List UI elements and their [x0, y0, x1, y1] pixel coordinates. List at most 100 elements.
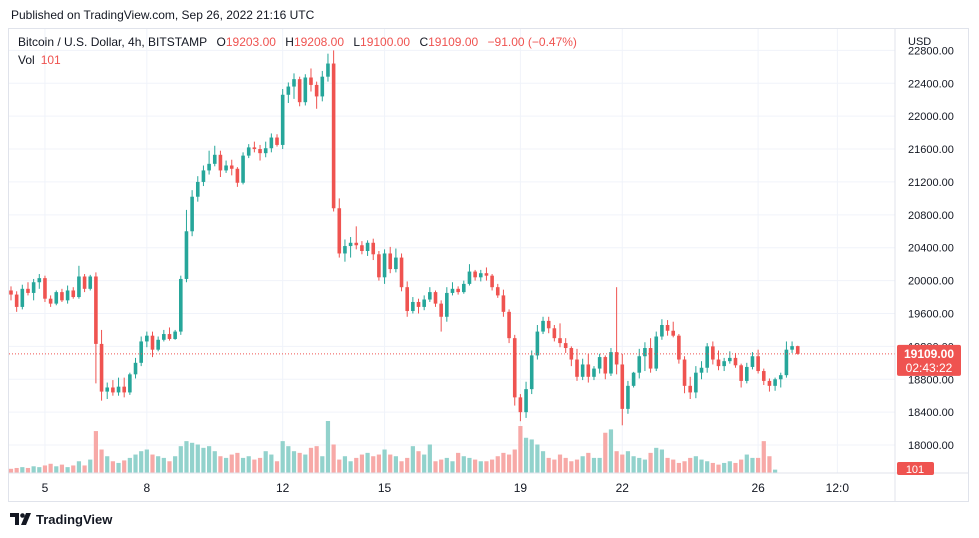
candle-body: [235, 168, 240, 183]
candle-body: [580, 364, 585, 377]
volume-bar: [523, 437, 529, 473]
volume-bar: [223, 457, 229, 473]
candle-body: [597, 357, 602, 369]
candle-body: [269, 137, 274, 149]
candle-body: [733, 357, 738, 366]
candle-body: [620, 364, 625, 409]
candle-body: [462, 283, 466, 293]
candle-body: [190, 196, 194, 232]
open-label: O: [216, 35, 226, 49]
volume-bar: [603, 432, 608, 473]
volume-bar: [490, 459, 495, 473]
candle-body: [224, 165, 228, 171]
volume-bar: [456, 452, 461, 473]
candle-body: [484, 273, 489, 276]
candle-body: [212, 154, 217, 164]
vol-value: 101: [40, 53, 61, 67]
candle-body: [133, 362, 138, 375]
brand-name: TradingView: [36, 512, 113, 527]
published-note: Published on TradingView.com, Sep 26, 20…: [11, 8, 315, 22]
volume-bar: [591, 457, 597, 473]
volume-bar: [388, 454, 393, 473]
candle-body: [439, 303, 443, 317]
candle-body: [139, 341, 143, 363]
price-tick-label: 22000.00: [908, 111, 954, 123]
volume-bar: [614, 451, 619, 473]
volume-bar: [676, 462, 681, 473]
candle-body: [48, 298, 53, 304]
volume-bar: [535, 444, 540, 473]
candle-body: [167, 334, 172, 339]
volume-bar: [337, 459, 342, 473]
candle-body: [9, 290, 13, 295]
candle-body: [207, 163, 211, 171]
volume-bar: [65, 467, 70, 473]
candle-body: [173, 331, 177, 339]
candle-body: [790, 346, 794, 350]
volume-bar: [761, 441, 766, 473]
volume-bar: [359, 454, 365, 473]
candle-body: [682, 359, 687, 386]
candle-body: [122, 386, 126, 393]
tradingview-logo-icon: [10, 512, 31, 525]
candle-body: [275, 137, 279, 145]
volume-bar: [552, 459, 557, 473]
volume-bar: [31, 466, 36, 473]
candle-body: [603, 357, 608, 374]
candle-body: [705, 346, 709, 368]
volume-bar: [642, 459, 648, 473]
volume-bar: [229, 454, 234, 473]
volume-bar: [133, 454, 138, 473]
volume-bar: [733, 462, 738, 473]
price-axis: 18000.0018400.0018800.0019200.0019600.00…: [894, 29, 954, 502]
volume-bar: [512, 449, 517, 473]
volume-bar: [750, 457, 755, 473]
candle-body: [586, 364, 591, 377]
volume-bar: [580, 456, 585, 473]
volume-bar: [93, 431, 98, 473]
candle-body: [65, 290, 70, 301]
volume-bar: [14, 467, 19, 473]
volume-bar: [405, 457, 410, 473]
candle-body: [20, 288, 25, 307]
last-price-badge: [897, 344, 961, 376]
candle-body: [637, 356, 642, 373]
volume-bar: [257, 457, 263, 473]
candle-body: [246, 147, 251, 156]
volume-bar: [467, 457, 472, 473]
volume-bar: [218, 456, 223, 473]
candle-body: [795, 346, 800, 354]
candle-body: [382, 253, 387, 278]
volume-bar: [422, 454, 427, 473]
volume-bar: [37, 467, 42, 473]
price-tick-label: 22400.00: [908, 78, 954, 90]
volume-bar: [59, 464, 65, 473]
candle-body: [512, 338, 517, 398]
candle-body: [665, 325, 670, 331]
candle-body: [501, 295, 506, 312]
candle-body: [337, 208, 342, 254]
candle-body: [179, 278, 183, 332]
open-value: 19203.00: [225, 35, 276, 49]
candle-body: [195, 181, 200, 197]
volume-bar: [167, 461, 172, 473]
candle-body: [671, 330, 676, 336]
volume-bar: [416, 451, 421, 473]
candle-body: [756, 356, 760, 372]
volume-bar: [654, 447, 659, 473]
candle-body: [105, 387, 110, 392]
volume-bar: [240, 457, 246, 473]
volume-legend: Vol 101: [18, 53, 61, 67]
volume-bar: [156, 456, 161, 473]
volume-bar: [116, 462, 121, 473]
volume-bar: [410, 446, 415, 473]
candle-body: [280, 94, 285, 145]
volume-bar: [190, 442, 195, 473]
volume-bar: [99, 449, 104, 473]
volume-badge: [897, 462, 934, 475]
low-value: 19100.00: [360, 35, 411, 49]
candle-body: [241, 155, 245, 183]
candle-body: [54, 292, 59, 304]
tradingview-brand[interactable]: TradingView: [10, 512, 112, 527]
